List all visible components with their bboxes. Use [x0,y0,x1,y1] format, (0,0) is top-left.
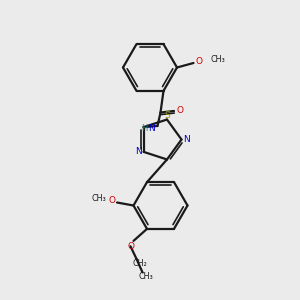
Text: O: O [108,196,115,205]
Text: N: N [135,147,142,156]
Text: S: S [165,110,170,119]
Text: O: O [176,106,184,116]
Text: CH₃: CH₃ [138,272,153,281]
Text: N: N [184,135,190,144]
Text: O: O [195,57,202,66]
Text: CH₃: CH₃ [92,194,106,203]
Text: N: N [148,124,155,134]
Text: O: O [127,242,134,251]
Text: CH₃: CH₃ [211,55,226,64]
Text: H: H [141,124,148,134]
Text: CH₂: CH₂ [132,259,147,268]
